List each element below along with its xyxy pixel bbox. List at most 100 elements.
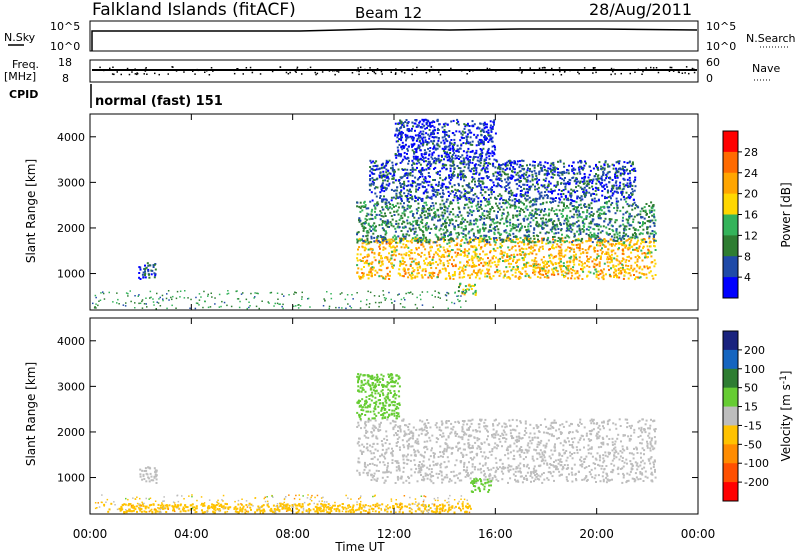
power-cell <box>370 171 373 174</box>
power-cell <box>599 177 601 180</box>
power-cell <box>612 167 615 170</box>
power-cell <box>518 160 521 163</box>
power-cell <box>371 199 374 202</box>
power-cell <box>539 231 542 234</box>
nave-dot <box>672 70 675 72</box>
power-cell <box>407 216 410 219</box>
power-cell <box>620 238 623 241</box>
power-cell <box>536 183 539 186</box>
power-cell <box>490 188 493 191</box>
power-cell <box>506 225 509 228</box>
power-cell <box>413 239 416 242</box>
power-cell <box>494 249 497 252</box>
power-cell <box>462 195 465 198</box>
power-cell <box>529 225 532 228</box>
power-cell <box>629 181 632 184</box>
power-cell <box>487 162 490 165</box>
power-cell <box>626 239 629 242</box>
power-cell <box>495 237 498 239</box>
nave-dot <box>251 71 254 74</box>
power-cell <box>506 253 509 256</box>
power-cell <box>435 225 438 228</box>
nave-dot <box>425 71 428 74</box>
power-cell <box>555 232 557 235</box>
power-cell <box>481 269 484 272</box>
power-cell <box>480 159 483 162</box>
power-cell <box>433 214 436 217</box>
power-cell <box>585 232 588 235</box>
power-cell <box>361 272 364 274</box>
power-cell <box>539 268 541 271</box>
power-cell <box>446 210 449 213</box>
power-cell <box>466 261 469 264</box>
power-cell <box>495 256 497 259</box>
power-cell <box>472 246 475 249</box>
power-cell <box>515 205 518 208</box>
power-cell <box>612 249 615 252</box>
power-cell <box>560 254 563 257</box>
power-cell <box>650 211 653 213</box>
power-cell <box>512 167 515 170</box>
nave-dot <box>595 71 597 74</box>
power-cell <box>489 196 492 199</box>
power-cell <box>578 204 581 207</box>
power-cell <box>141 273 144 276</box>
power-cell <box>604 213 607 215</box>
power-cell <box>418 237 421 240</box>
power-cell <box>443 151 446 153</box>
power-cell <box>427 215 429 218</box>
power-cell <box>401 222 404 225</box>
power-cell <box>471 200 474 203</box>
nave-dot <box>577 71 579 73</box>
power-cell <box>524 225 526 228</box>
power-cell <box>572 254 575 257</box>
power-cell <box>478 180 481 183</box>
power-cell <box>373 256 376 259</box>
power-cell <box>396 202 399 205</box>
power-cell <box>418 223 421 226</box>
power-cell <box>652 237 655 240</box>
power-cell <box>553 166 556 169</box>
nave-dot <box>136 72 139 75</box>
power-cell <box>623 229 626 232</box>
power-cell <box>478 173 481 176</box>
power-cell <box>642 222 644 225</box>
power-cell <box>535 260 538 263</box>
power-cell <box>590 202 593 205</box>
power-cell <box>608 268 610 271</box>
nave-dot <box>271 70 274 73</box>
power-cell <box>645 240 647 243</box>
power-cell <box>539 263 541 266</box>
power-cell <box>538 273 541 275</box>
power-cell <box>489 134 492 137</box>
power-cell <box>635 234 638 237</box>
power-cell <box>634 278 636 281</box>
power-cell <box>422 268 425 271</box>
power-cell <box>609 195 612 198</box>
power-cell <box>590 194 592 197</box>
power-cell <box>406 168 409 171</box>
power-cell <box>403 192 406 195</box>
power-cell <box>406 199 409 202</box>
power-cell <box>527 167 529 170</box>
power-cell <box>448 245 451 248</box>
power-cell <box>544 179 547 182</box>
power-cell <box>468 191 471 194</box>
power-cell <box>407 184 410 187</box>
power-cell <box>599 244 602 247</box>
power-cell <box>621 172 624 175</box>
power-cell <box>361 222 364 225</box>
power-cell <box>455 157 458 160</box>
power-cell <box>605 231 608 234</box>
power-cell <box>399 161 402 164</box>
power-cell <box>516 267 519 270</box>
power-cell <box>489 243 491 246</box>
power-cell <box>443 249 446 252</box>
power-cell <box>370 217 373 220</box>
power-cell <box>387 274 390 277</box>
power-cell <box>380 176 383 179</box>
power-cell <box>402 239 405 242</box>
power-cell <box>447 235 449 238</box>
power-cell <box>460 132 463 135</box>
power-cell <box>569 261 572 264</box>
